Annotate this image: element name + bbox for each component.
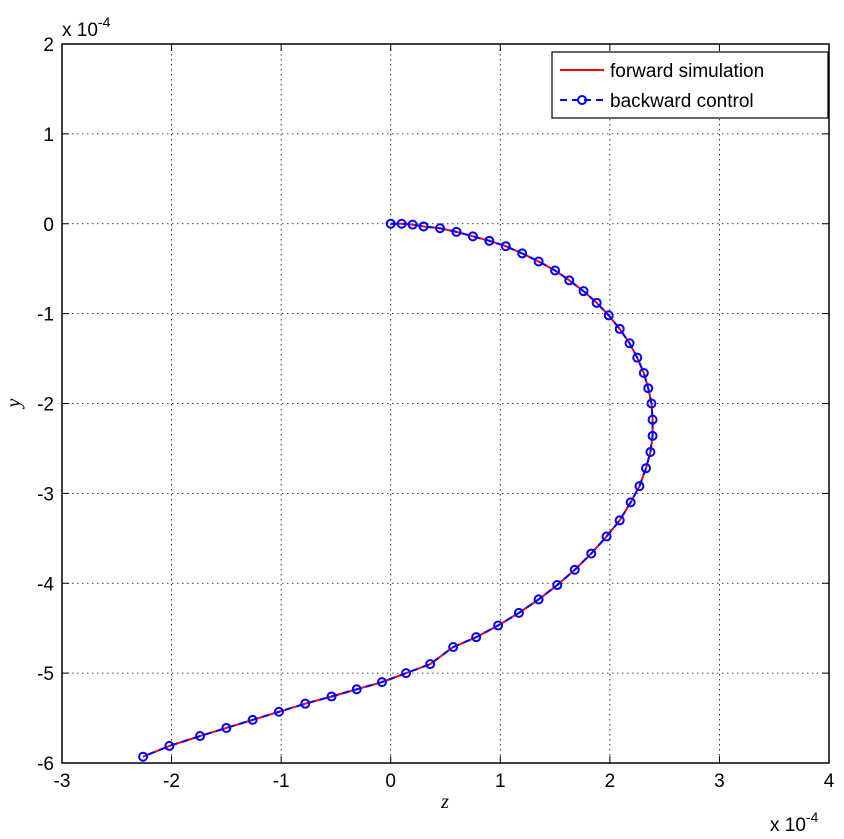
x-axis-label: z — [440, 791, 449, 813]
y-multiplier-exponent: -4 — [98, 14, 111, 30]
marker — [396, 218, 407, 229]
y-tick-label: 0 — [43, 215, 54, 236]
marker — [164, 740, 175, 751]
marker — [425, 659, 436, 670]
marker — [273, 706, 284, 717]
x-tick-label: 2 — [605, 771, 616, 792]
marker — [646, 398, 657, 409]
y-tick-label: 1 — [43, 125, 54, 146]
marker — [467, 231, 478, 242]
marker — [550, 265, 561, 276]
x-multiplier-exponent: -4 — [806, 809, 819, 825]
marker — [451, 226, 462, 237]
marker — [624, 338, 635, 349]
y-tick-label: -4 — [37, 574, 54, 595]
marker — [643, 383, 654, 394]
marker — [578, 286, 589, 297]
marker — [493, 620, 504, 631]
x-tick-label: 1 — [495, 771, 506, 792]
x-multiplier-base: x 10 — [770, 815, 806, 836]
marker — [385, 218, 396, 229]
legend-marker — [577, 95, 587, 105]
y-tick-label: 2 — [43, 35, 54, 56]
marker — [300, 698, 311, 709]
marker — [517, 248, 528, 259]
marker — [603, 310, 614, 321]
legend-label: backward control — [610, 91, 754, 112]
marker — [247, 714, 258, 725]
marker — [221, 722, 232, 733]
marker — [500, 241, 511, 252]
marker — [564, 275, 575, 286]
marker — [647, 414, 658, 425]
marker — [601, 531, 612, 542]
legend-label: forward simulation — [610, 61, 764, 82]
x-tick-label: -2 — [163, 771, 180, 792]
marker — [418, 221, 429, 232]
marker — [513, 607, 524, 618]
x-tick-label: -1 — [273, 771, 290, 792]
series-line — [142, 222, 654, 758]
y-axis-label: y — [3, 398, 25, 409]
plot-frame — [61, 43, 830, 764]
x-tick-label: 3 — [714, 771, 725, 792]
marker — [484, 235, 495, 246]
marker — [641, 463, 652, 474]
marker — [569, 564, 580, 575]
marker — [632, 352, 643, 363]
marker — [376, 677, 387, 688]
y-tick-label: -6 — [37, 754, 54, 775]
marker — [195, 731, 206, 742]
marker — [625, 497, 636, 508]
marker — [533, 256, 544, 267]
y-tick-label: -2 — [37, 395, 54, 416]
marker — [471, 632, 482, 643]
x-tick-label: 0 — [385, 771, 396, 792]
y-tick-label: -1 — [37, 305, 54, 326]
y-tick-label: -5 — [37, 664, 54, 685]
marker — [138, 751, 149, 762]
y-multiplier-base: x 10 — [62, 20, 98, 41]
marker — [647, 430, 658, 441]
marker — [645, 447, 656, 458]
marker — [326, 691, 337, 702]
x-multiplier: x 10-4 — [770, 809, 819, 836]
marker — [407, 219, 418, 230]
marker — [638, 367, 649, 378]
marker — [435, 223, 446, 234]
legend-box — [551, 51, 829, 119]
marker — [614, 323, 625, 334]
y-multiplier: x 10-4 — [62, 14, 111, 41]
marker — [533, 594, 544, 605]
marker — [586, 548, 597, 559]
marker — [401, 668, 412, 679]
marker — [351, 684, 362, 695]
marker — [591, 297, 602, 308]
marker — [614, 515, 625, 526]
x-tick-label: 4 — [824, 771, 835, 792]
x-tick-label: -3 — [54, 771, 71, 792]
y-tick-label: -3 — [37, 484, 54, 505]
marker — [634, 481, 645, 492]
marker — [552, 580, 563, 591]
marker — [448, 642, 459, 653]
